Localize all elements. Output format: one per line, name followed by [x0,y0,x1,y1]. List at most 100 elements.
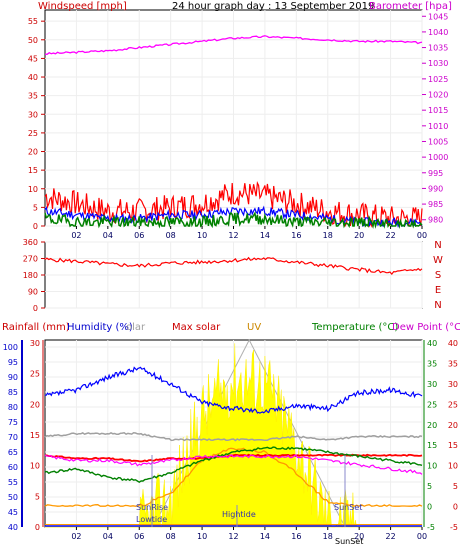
hightide-annotation: Hightide [222,510,256,519]
dewpoint-tick-label: 25 [448,400,458,409]
x-tick-label: 04 [103,231,113,240]
rain-tick-label: 25 [30,370,40,379]
rainfall-label: Rainfall (mm) [2,322,70,333]
uv-line [44,447,423,507]
rain-tick-label: 0 [35,523,40,532]
wind-tick-label: 15 [28,166,38,175]
compass-letter: N [434,240,441,251]
x-tick-label: 10 [197,532,207,541]
temperature-tick-label: 35 [427,359,437,368]
wind-tick-label: 25 [28,129,38,138]
barometer-tick-label: 1040 [428,28,448,37]
direction-series [44,256,423,276]
humidity-tick-label: 75 [8,418,18,427]
humidity-tick-label: 85 [8,388,18,397]
x-tick-label: 10 [197,231,207,240]
barometer-tick-label: 1005 [428,137,448,146]
wind-tick-label: 35 [28,92,38,101]
bottom-ticks: 1009590858075706560555045403025201510504… [3,339,458,532]
x-tick-label: 22 [385,231,395,240]
barometer-tick-label: 985 [428,200,443,209]
x-tick-label: 18 [323,231,333,240]
rain-tick-label: 10 [30,462,40,471]
x-tick-label: 02 [71,532,81,541]
rain-tick-label: 30 [30,339,40,348]
wind-low-line [44,211,423,229]
x-tick-label: 00 [417,532,427,541]
barometer-tick-label: 995 [428,169,443,178]
rain-tick-label: 15 [30,431,40,440]
temperature-tick-label: 20 [427,421,437,430]
wind-axis-label: Windspeed [mph] [38,1,127,12]
humidity-tick-label: 45 [8,508,18,517]
humidity-tick-label: 95 [8,358,18,367]
dewpoint-tick-label: 20 [448,421,458,430]
barometer-tick-label: 1020 [428,91,448,100]
x-tick-label: 22 [385,532,395,541]
max-solar-label: Max solar [172,322,221,333]
dewpoint-tick-label: 0 [453,503,458,512]
humidity-tick-label: 80 [8,403,18,412]
dewpoint-tick-label: 5 [453,482,458,491]
barometer-tick-label: 1030 [428,59,448,68]
barometer-tick-label: 1015 [428,106,448,115]
wind-tick-label: 45 [28,54,38,63]
humidity-label: Humidity (%) [67,322,133,333]
barometer-tick-label: 1025 [428,75,448,84]
compass-letter: W [433,255,443,266]
x-tick-label: 08 [166,231,176,240]
x-tick-label: 12 [228,532,238,541]
wind-tick-label: 40 [28,73,38,82]
temperature-line [44,446,423,484]
sunrise-annotation: SunRise [136,503,168,512]
x-tick-label: 12 [228,231,238,240]
compass-letter: E [435,285,441,296]
barometer-line [44,35,423,55]
barometer-tick-label: 990 [428,184,443,193]
max-solar-envelope [152,338,346,528]
temperature-tick-label: 25 [427,400,437,409]
solar-line [44,431,423,442]
dewpoint-label: Dew Point (°C) [392,322,460,333]
temperature-tick-label: 5 [427,482,432,491]
humidity-tick-label: 60 [8,463,18,472]
x-tick-label: 08 [166,532,176,541]
direction-grid [45,241,423,309]
sunset-axis-annotation: SunSet [335,537,363,546]
compass-letter: S [435,270,441,281]
humidity-tick-label: 50 [8,493,18,502]
wind-tick-label: 20 [28,148,38,157]
temperature-tick-label: 40 [427,339,437,348]
humidity-tick-label: 40 [8,523,18,532]
direction-tick-label: 180 [23,271,38,280]
compass-letter: N [434,300,441,311]
graph-title: 24 hour graph day : 13 September 2019 [172,1,374,12]
x-tick-label: 06 [134,231,144,240]
uv-label: UV [247,322,261,333]
temperature-tick-label: 10 [427,462,437,471]
x-tick-label: 14 [260,231,270,240]
humidity-tick-label: 100 [3,343,18,352]
dewpoint-tick-label: 40 [448,339,458,348]
direction-tick-label: 90 [28,288,38,297]
x-tick-label: 14 [260,532,270,541]
wind-tick-label: 50 [28,36,38,45]
dewpoint-tick-label: 30 [448,380,458,389]
dewpoint-tick-label: 15 [448,441,458,450]
direction-tick-label: 360 [23,238,38,247]
rain-tick-label: 20 [30,400,40,409]
barometer-ticks: 1045 1040 1035 1030 1025 1020 1015 1010 1005 1000… [422,12,448,225]
x-tick-label: 18 [323,532,333,541]
temperature-tick-label: 0 [427,503,432,512]
direction-ticks: 360 270 180 90 0 [23,238,45,313]
dewpoint-tick-label: 35 [448,359,458,368]
wind-avg-line [44,205,423,229]
x-tick-label: 00 [417,231,427,240]
wind-tick-label: 30 [28,110,38,119]
barometer-tick-label: 1035 [428,44,448,53]
wind-tick-label: 10 [28,185,38,194]
solar-label: olar [126,322,146,333]
direction-tick-label: 0 [33,304,38,313]
x-tick-label: 16 [291,532,301,541]
